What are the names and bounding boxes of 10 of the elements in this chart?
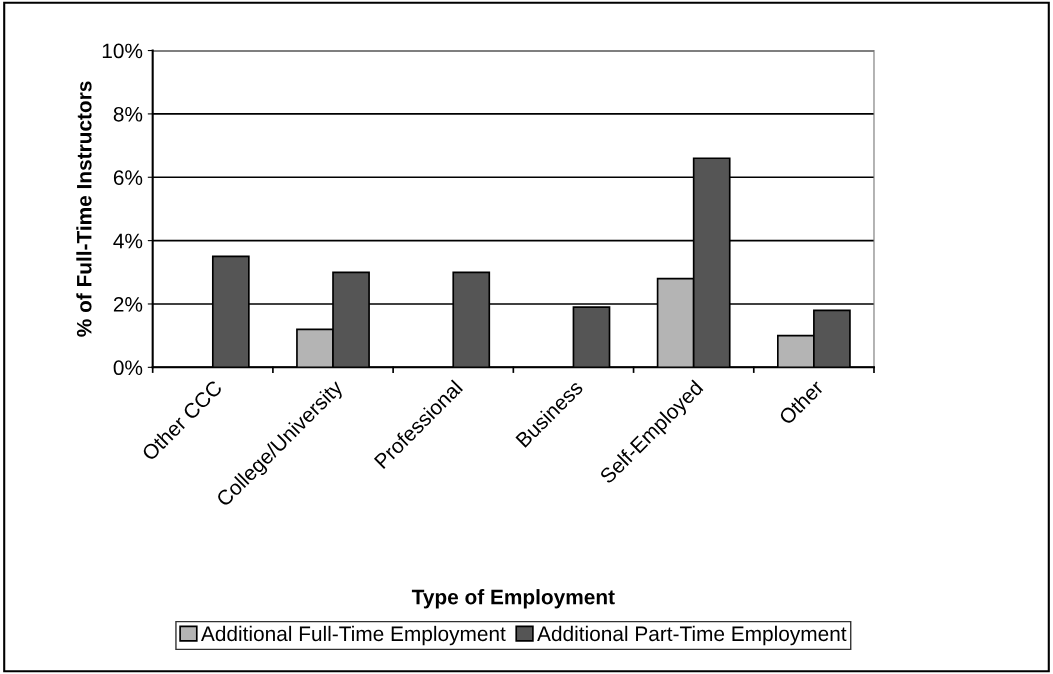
y-tick-label: 10% — [102, 43, 143, 59]
y-tick-label: 4% — [113, 233, 143, 249]
y-tick-label: 6% — [113, 170, 143, 186]
y-tick-label: 2% — [113, 296, 143, 312]
x-axis-title: Type of Employment — [411, 589, 615, 609]
y-axis-title: % of Full-Time Instructors — [76, 81, 92, 337]
y-tick-label: 0% — [113, 360, 143, 376]
legend-label: Additional Part-Time Employment — [537, 625, 847, 646]
y-tick-label: 8% — [113, 106, 143, 122]
legend-label: Additional Full-Time Employment — [200, 625, 506, 646]
